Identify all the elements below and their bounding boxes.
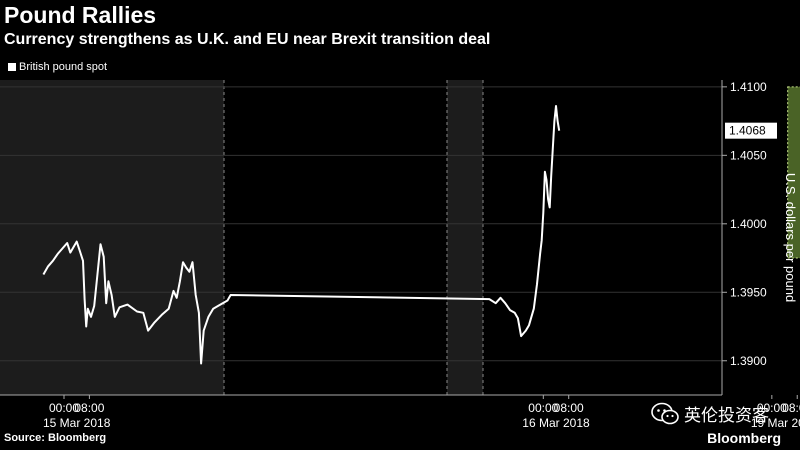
session-shade [0, 80, 224, 395]
legend-swatch [8, 63, 16, 71]
last-value-tag [725, 122, 777, 139]
highlight-box [787, 86, 800, 259]
time-label-3: 08:00 [554, 401, 584, 415]
time-label-5: 08:00 [782, 401, 800, 415]
time-label-1: 08:00 [74, 401, 104, 415]
date-label-2: 19 Mar 2018 [751, 416, 800, 430]
chart-subtitle: Currency strengthens as U.K. and EU near… [4, 31, 491, 48]
time-label-4: 00:00 [757, 401, 787, 415]
watermark-text: 英伦投资客 [684, 406, 769, 426]
date-label-0: 15 Mar 2018 [43, 416, 111, 430]
y-tick-label-0: 1.3900 [730, 354, 767, 368]
date-label-1: 16 Mar 2018 [522, 416, 590, 430]
chart-title: Pound Rallies [4, 2, 157, 28]
y-tick-label-2: 1.4000 [730, 217, 767, 231]
source-note: Source: Bloomberg [4, 432, 107, 444]
watermark: 英伦投资客 [651, 401, 769, 426]
wechat-icon [651, 402, 679, 424]
weekend-shade [447, 80, 483, 395]
time-label-0: 00:00 [49, 401, 79, 415]
legend-label: British pound spot [19, 61, 108, 73]
legend: British pound spot [8, 60, 107, 74]
y-axis-label: U.S. dollars per pound [783, 173, 798, 302]
y-tick-label-1: 1.3950 [730, 285, 767, 299]
time-label-2: 00:00 [528, 401, 558, 415]
y-tick-label-4: 1.4100 [730, 80, 767, 94]
y-tick-label-3: 1.4050 [730, 148, 767, 162]
price-line [42, 105, 561, 365]
bloomberg-logo: Bloomberg [707, 430, 781, 446]
last-value-label: 1.4068 [729, 124, 766, 138]
